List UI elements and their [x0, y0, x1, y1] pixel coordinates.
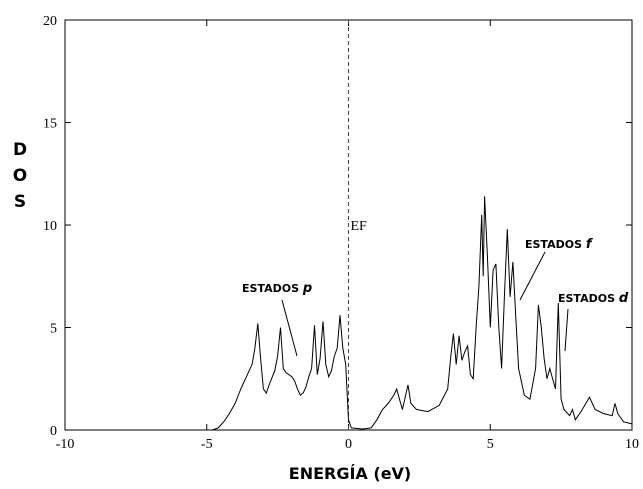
annotation: ESTADOS f — [525, 237, 594, 252]
x-axis-label: ENERGÍA (eV) — [289, 464, 411, 483]
y-tick-label: 5 — [50, 322, 57, 337]
y-tick-label: 0 — [50, 424, 57, 439]
dos-line — [65, 196, 633, 431]
fermi-label: EF — [351, 219, 368, 234]
x-tick-label: 10 — [625, 437, 639, 452]
annotation-arrow — [519, 251, 546, 301]
x-tick-label: 0 — [345, 437, 352, 452]
x-tick-label: -5 — [201, 437, 213, 452]
annotation-text: ESTADOS — [525, 238, 582, 251]
annotation: ESTADOS p — [242, 281, 312, 296]
annotation-arrow — [564, 308, 569, 352]
annotation-text: ESTADOS — [558, 292, 615, 305]
annotation-italic: p — [302, 281, 312, 296]
annotation-italic: d — [619, 291, 629, 306]
y-tick-label: 10 — [43, 219, 57, 234]
x-tick-label: 5 — [487, 437, 494, 452]
annotation-text: ESTADOS — [242, 282, 299, 295]
y-tick-label: 15 — [43, 117, 57, 132]
x-tick-label: -10 — [56, 437, 75, 452]
y-tick-label: 20 — [43, 14, 57, 29]
annotation-arrow — [281, 299, 298, 357]
annotation-italic: f — [586, 237, 594, 252]
y-axis-label: DOS — [10, 140, 30, 218]
annotation: ESTADOS d — [558, 291, 629, 306]
